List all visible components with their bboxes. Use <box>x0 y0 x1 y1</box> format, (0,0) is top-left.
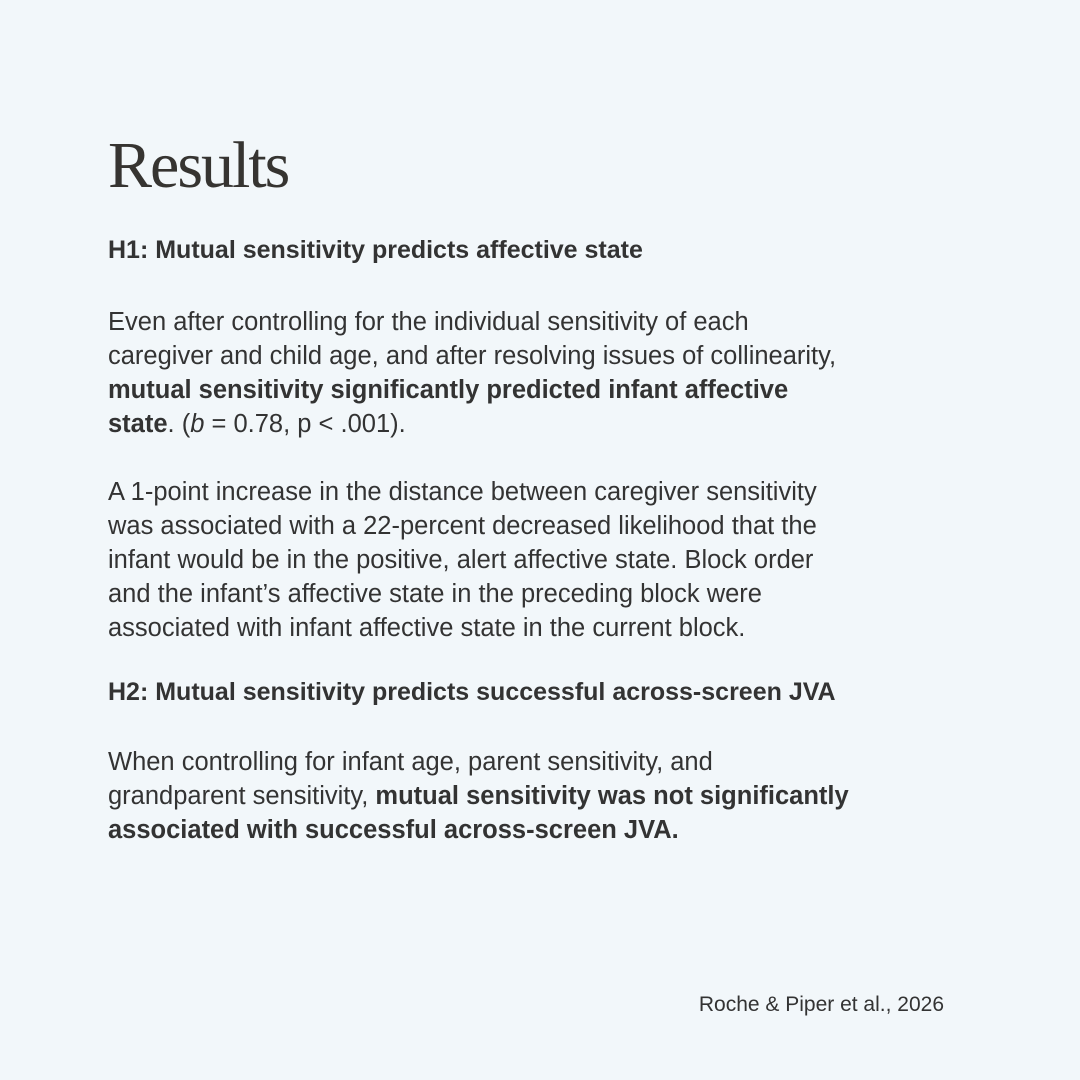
text-line: associated with infant affective state i… <box>108 614 746 642</box>
text-line: When controlling for infant age, parent … <box>108 748 713 776</box>
text: . ( <box>167 410 191 438</box>
text-line: grandparent sensitivity, mutual sensitiv… <box>108 779 849 813</box>
h2-heading: H2: Mutual sensitivity predicts successf… <box>108 678 836 706</box>
bold-text: state <box>108 410 168 438</box>
text-line: A 1-point increase in the distance betwe… <box>108 478 817 506</box>
text-line: Even after controlling for the individua… <box>108 308 749 336</box>
text-line-bold: associated with successful across-screen… <box>108 816 679 844</box>
bold-text: mutual sensitivity was not significantly <box>375 782 849 810</box>
text-line: caregiver and child age, and after resol… <box>108 342 837 370</box>
text-line: was associated with a 22-percent decreas… <box>108 512 817 540</box>
text-line-bold: mutual sensitivity significantly predict… <box>108 376 789 404</box>
h1-paragraph-1: Even after controlling for the individua… <box>108 305 836 441</box>
h1-paragraph-2: A 1-point increase in the distance betwe… <box>108 475 817 645</box>
text-line: infant would be in the positive, alert a… <box>108 546 814 574</box>
text-line: state. (b = 0.78, p < .001). <box>108 407 836 441</box>
h1-heading: H1: Mutual sensitivity predicts affectiv… <box>108 236 643 264</box>
italic-text: b <box>190 410 205 438</box>
h2-paragraph: When controlling for infant age, parent … <box>108 745 849 847</box>
citation: Roche & Piper et al., 2026 <box>698 993 944 1016</box>
page-title: Results <box>108 129 290 202</box>
text: = 0.78, p < .001). <box>204 410 406 438</box>
text-line: and the infant’s affective state in the … <box>108 580 762 608</box>
text: grandparent sensitivity, <box>108 782 376 810</box>
